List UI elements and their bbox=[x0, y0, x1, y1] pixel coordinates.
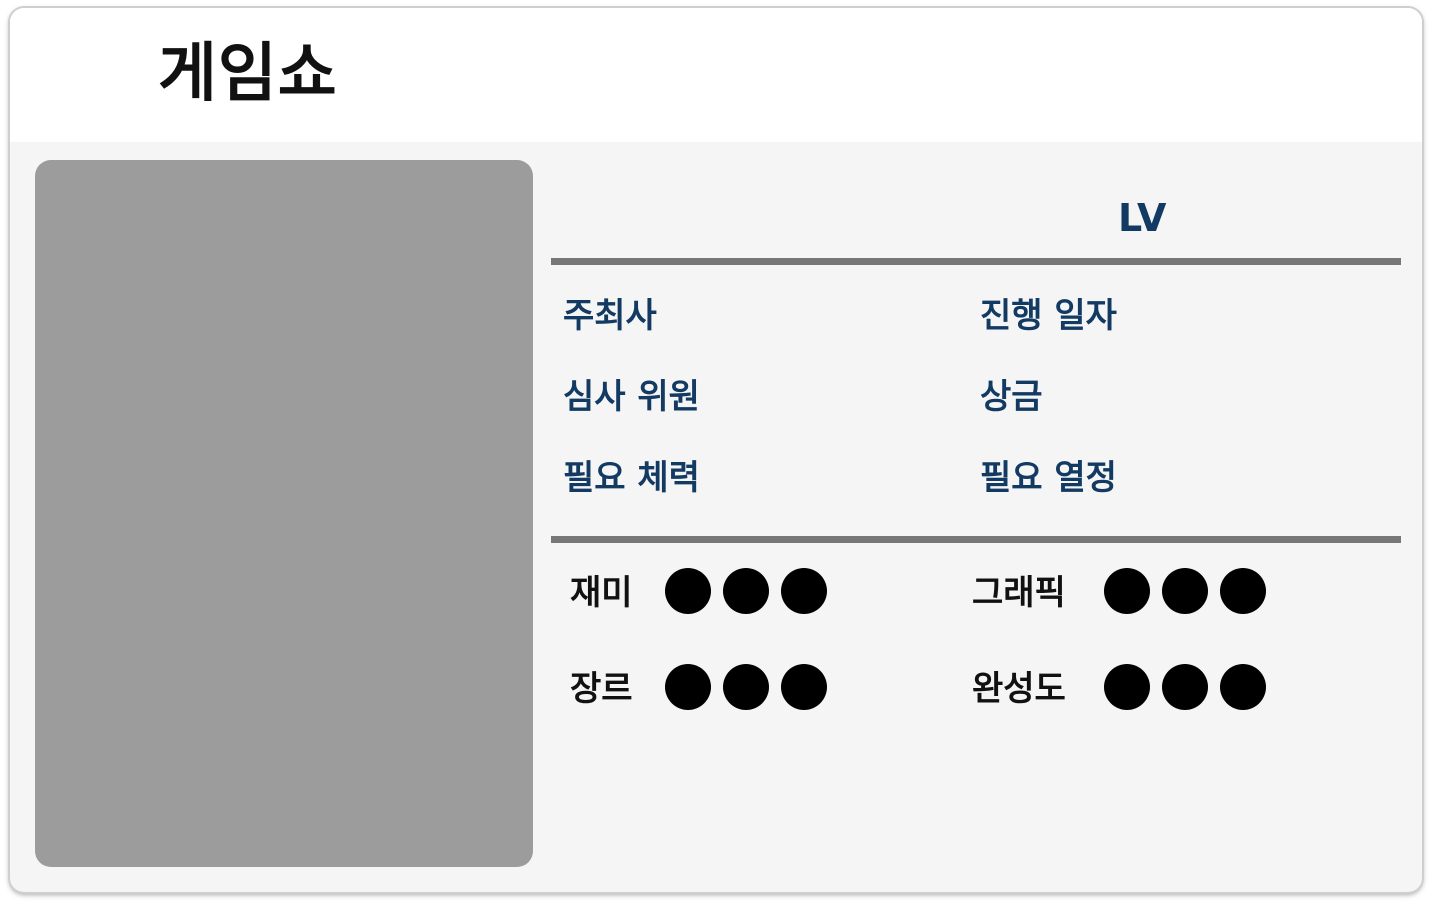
stat-genre: 장르 bbox=[570, 664, 827, 714]
field-organizer: 주최사 bbox=[563, 296, 657, 336]
stat-graphics: 그래픽 bbox=[972, 568, 1266, 618]
stat-completeness-label: 완성도 bbox=[972, 669, 1066, 709]
rating-dot bbox=[1162, 568, 1208, 614]
rating-dot bbox=[723, 568, 769, 614]
stat-fun-rating bbox=[665, 568, 827, 614]
card-header: 게임쇼 bbox=[10, 8, 1422, 142]
card-title: 게임쇼 bbox=[158, 37, 338, 111]
rating-dot bbox=[1220, 664, 1266, 710]
rating-dot bbox=[781, 568, 827, 614]
stat-graphics-label: 그래픽 bbox=[972, 573, 1066, 613]
divider-top bbox=[551, 258, 1401, 265]
divider-bottom bbox=[551, 536, 1401, 543]
stat-fun: 재미 bbox=[570, 568, 827, 618]
rating-dot bbox=[665, 664, 711, 710]
field-prize: 상금 bbox=[980, 377, 1043, 417]
rating-dot bbox=[723, 664, 769, 710]
rating-dot bbox=[1104, 664, 1150, 710]
field-required-passion: 필요 열정 bbox=[980, 458, 1117, 498]
field-required-stamina: 필요 체력 bbox=[563, 458, 700, 498]
stat-genre-rating bbox=[665, 664, 827, 710]
level-label: LV bbox=[1118, 196, 1167, 240]
photo-placeholder bbox=[35, 160, 533, 867]
game-show-card: 게임쇼 LV 주최사 진행 일자 심사 위원 상금 필요 체력 필요 열정 재미… bbox=[10, 8, 1422, 892]
rating-dot bbox=[1104, 568, 1150, 614]
stat-graphics-rating bbox=[1104, 568, 1266, 614]
field-judges: 심사 위원 bbox=[563, 377, 700, 417]
rating-dot bbox=[665, 568, 711, 614]
rating-dot bbox=[1220, 568, 1266, 614]
rating-dot bbox=[1162, 664, 1208, 710]
stat-completeness-rating bbox=[1104, 664, 1266, 710]
field-date: 진행 일자 bbox=[980, 296, 1117, 336]
rating-dot bbox=[781, 664, 827, 710]
stat-genre-label: 장르 bbox=[570, 669, 633, 709]
stat-fun-label: 재미 bbox=[570, 573, 633, 613]
stat-completeness: 완성도 bbox=[972, 664, 1266, 714]
